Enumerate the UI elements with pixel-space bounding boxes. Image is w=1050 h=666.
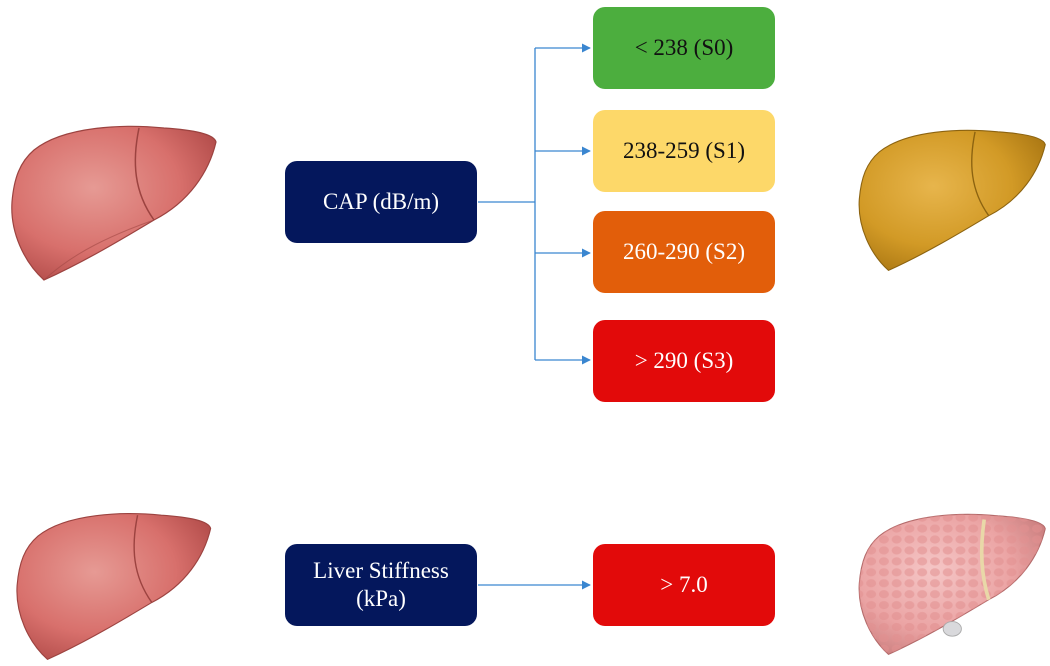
fatty-liver-icon <box>858 129 1046 272</box>
liver-stiffness-result-label: > 7.0 <box>660 572 708 598</box>
healthy-liver-icon <box>16 513 212 661</box>
liver-stiffness-result-box: > 7.0 <box>593 544 775 626</box>
liver-stiffness-label-line2: (kPa) <box>356 586 406 611</box>
fibrotic-liver-icon <box>858 513 1046 656</box>
cap-s2-label: 260-290 (S2) <box>622 239 746 265</box>
cap-s1-box: 238-259 (S1) <box>593 110 775 192</box>
cap-s0-label: < 238 (S0) <box>634 35 734 61</box>
liver-stiffness-box: Liver Stiffness (kPa) <box>285 544 477 626</box>
cap-s3-label: > 290 (S3) <box>634 348 734 374</box>
cap-label: CAP (dB/m) <box>322 189 440 215</box>
cap-s3-box: > 290 (S3) <box>593 320 775 402</box>
cap-s0-box: < 238 (S0) <box>593 7 775 89</box>
cap-s1-label: 238-259 (S1) <box>622 138 746 164</box>
healthy-liver-icon <box>11 125 217 281</box>
liver-stiffness-label-line1: Liver Stiffness <box>313 558 449 584</box>
cap-s2-box: 260-290 (S2) <box>593 211 775 293</box>
cap-box: CAP (dB/m) <box>285 161 477 243</box>
